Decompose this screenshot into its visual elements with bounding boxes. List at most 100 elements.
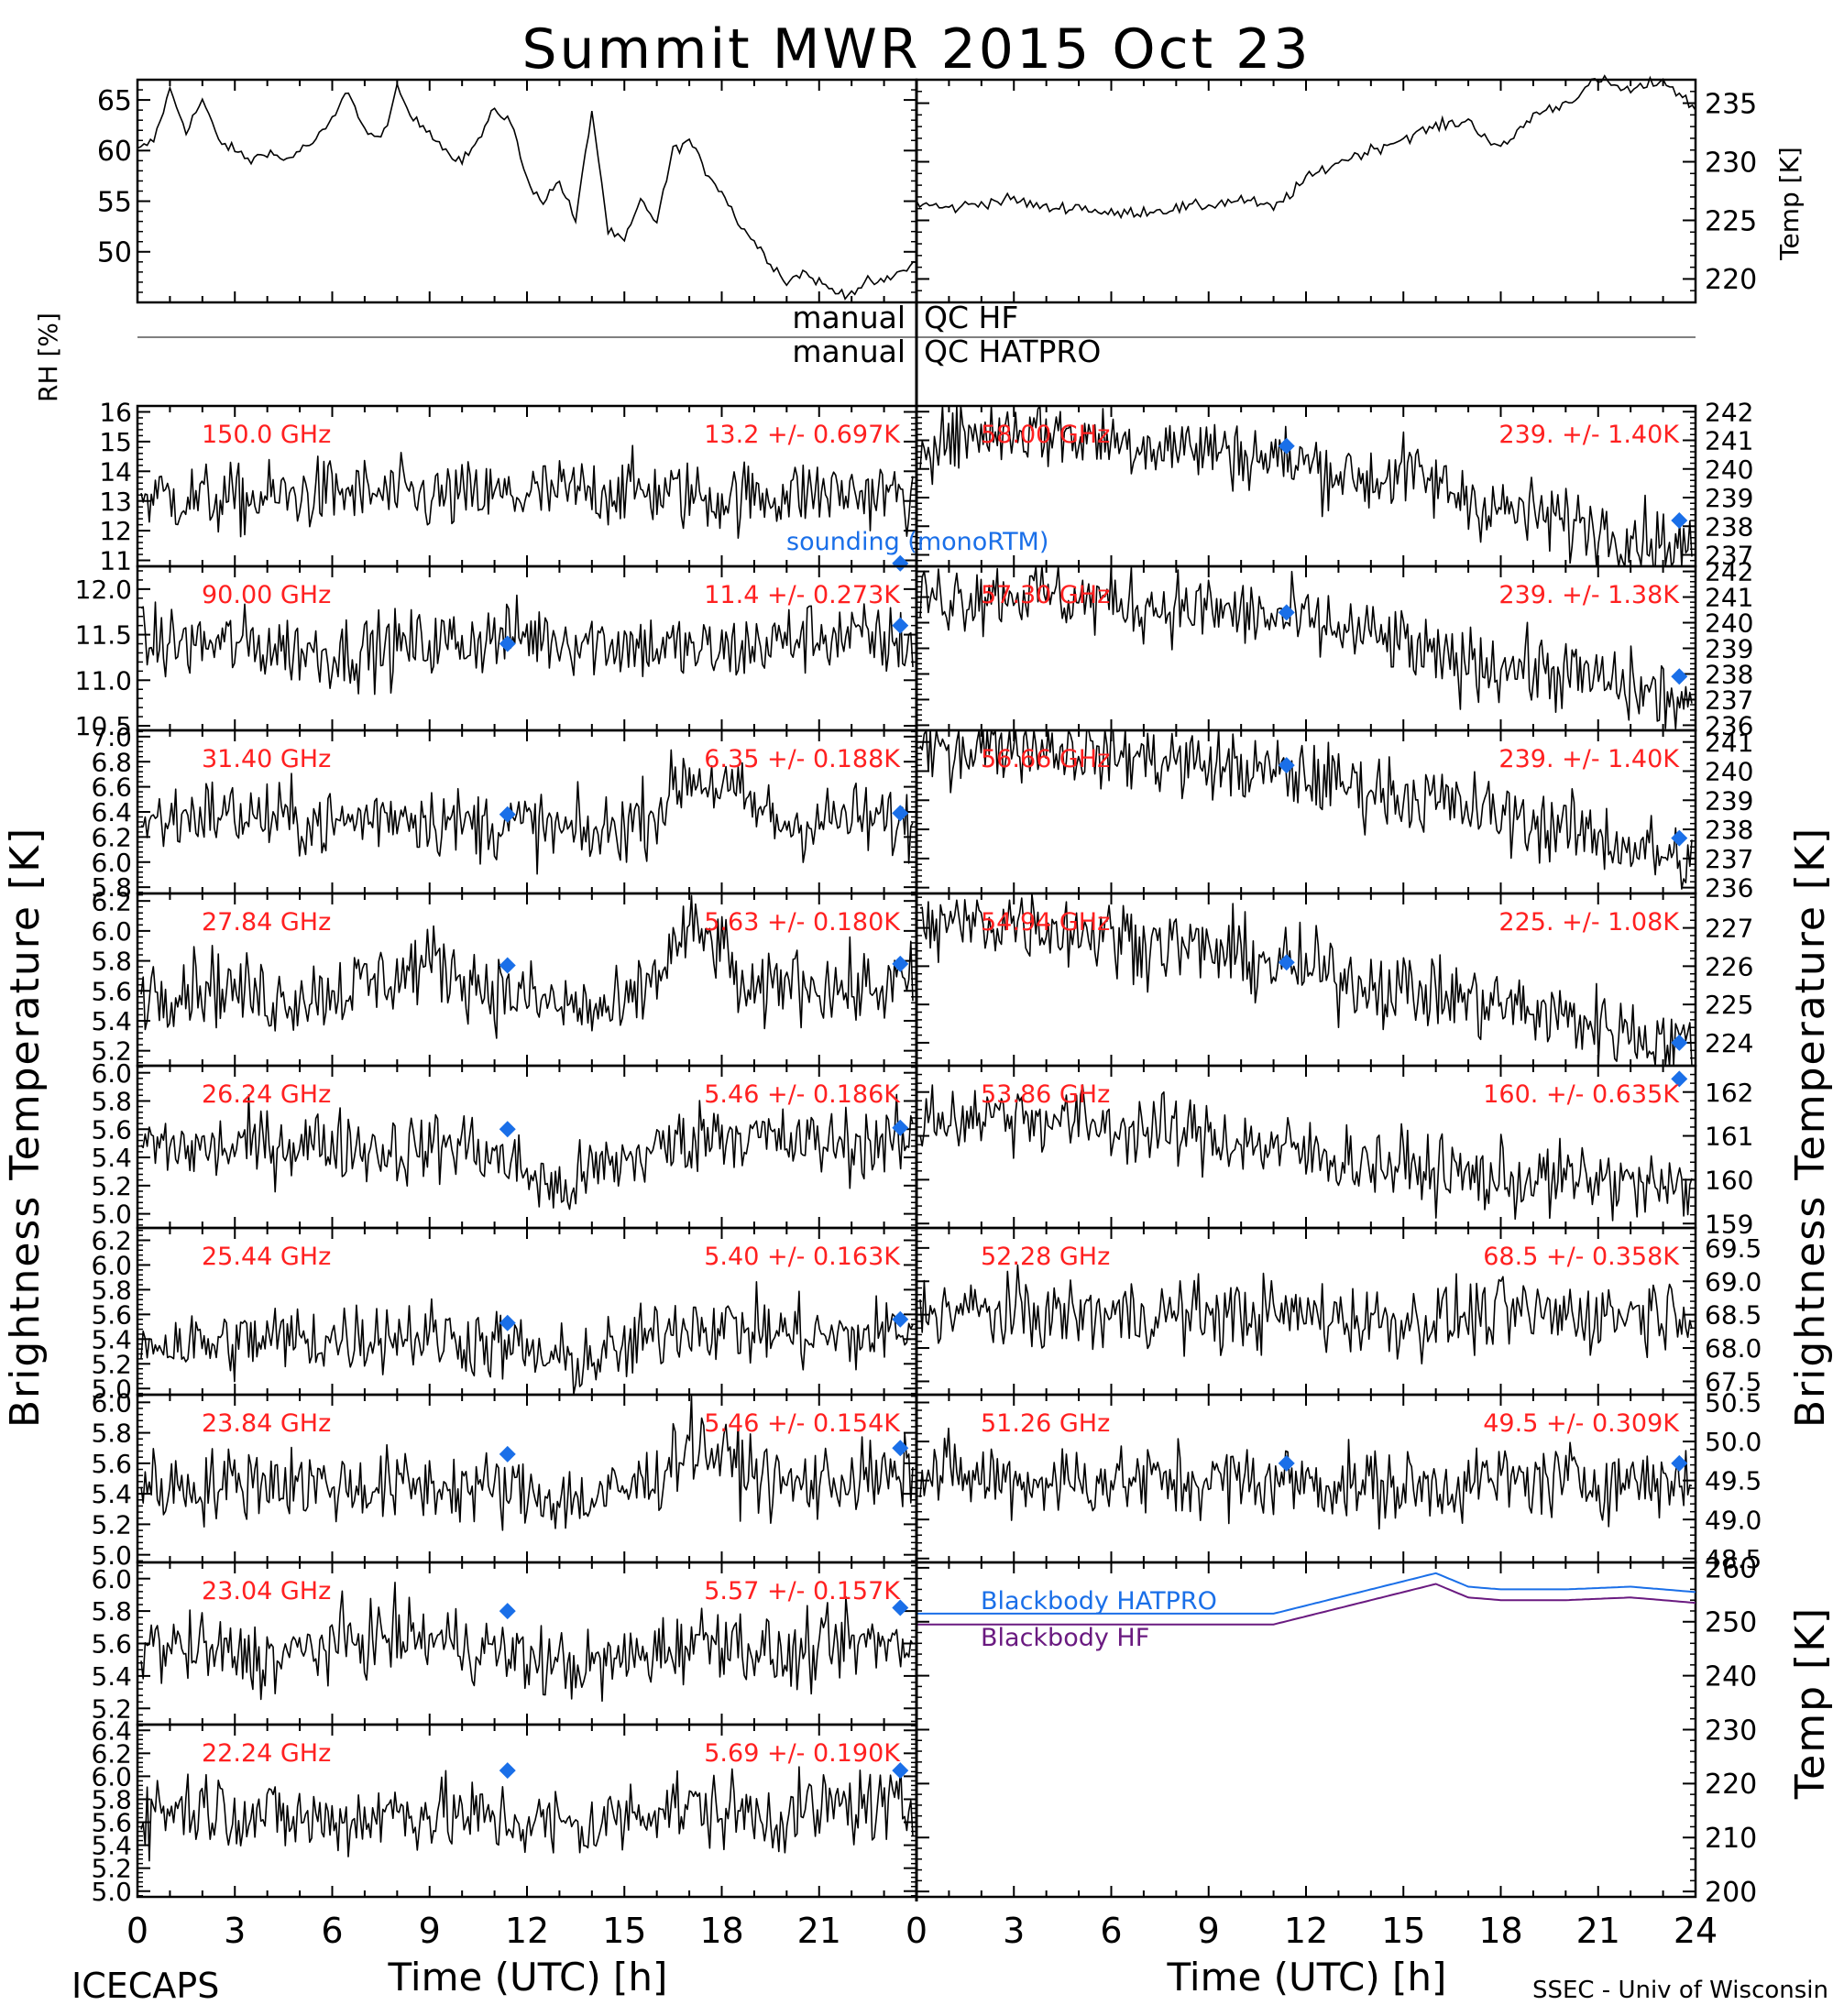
channel-label-23-04-ghz: 23.04 GHz [202,1577,331,1605]
y-tick-label: 241 [1705,728,1753,758]
sounding-marker-22-24-ghz-1 [892,1762,909,1780]
y-tick-label: 13 [99,487,132,517]
y-tick-label: 220 [1705,264,1757,296]
trace-53-86-ghz [919,1084,1693,1222]
rh-axis-label: RH [%] [33,312,63,402]
x-tick-label: 0 [126,1911,148,1951]
temp-axis-label-top: Temp [K] [1774,147,1805,261]
trace-27-84-ghz [140,894,914,1039]
y-tick-label: 6.2 [91,1226,132,1256]
sounding-marker-22-24-ghz-0 [499,1762,516,1780]
y-tick-label: 11 [99,546,132,576]
y-tick-label: 50.5 [1705,1388,1762,1419]
sounding-marker-54-94-ghz-0 [1278,954,1295,971]
y-tick-label: 11.5 [75,620,132,651]
channel-stats-90-00-ghz: 11.4 +/- 0.273K [704,581,901,609]
x-tick-label: 6 [1100,1911,1122,1951]
trace-58-00-ghz [919,405,1693,567]
sounding-marker-53-86-ghz-0 [1671,1070,1688,1088]
y-tick-label: 224 [1705,1028,1753,1058]
y-tick-label: 5.6 [91,1449,132,1479]
channel-label-26-24-ghz: 26.24 GHz [202,1080,331,1109]
channel-label-54-94-ghz: 54.94 GHz [981,908,1110,937]
channel-stats-57-30-ghz: 239. +/- 1.38K [1498,581,1680,609]
y-tick-label: 49.0 [1705,1505,1762,1535]
y-tick-label: 240 [1705,608,1753,639]
y-tick-label: 5.4 [91,1324,132,1354]
qc-hatpro-label: QC HATPRO [924,334,1101,369]
sounding-marker-56-66-ghz-1 [1671,829,1688,847]
y-tick-label: 242 [1705,557,1753,587]
channel-stats-56-66-ghz: 239. +/- 1.40K [1498,745,1680,773]
y-tick-label: 5.8 [91,947,132,977]
trace-54-94-ghz [919,893,1693,1067]
x-axis-label-left: Time (UTC) [h] [388,1955,668,2000]
trace-56-66-ghz [919,729,1693,890]
y-tick-label: 68.0 [1705,1333,1762,1364]
y-tick-label: 5.8 [91,1785,132,1815]
sounding-marker-26-24-ghz-1 [892,1119,909,1136]
y-tick-label: 5.8 [91,1419,132,1449]
sounding-marker-58-00-ghz-1 [1671,512,1688,529]
x-tick-label: 15 [1381,1911,1425,1951]
y-tick-label: 160 [1705,1165,1753,1195]
sounding-marker-90-00-ghz-0 [499,635,516,652]
y-tick-label: 159 [1705,1209,1753,1239]
x-tick-label: 18 [1478,1911,1522,1951]
y-tick-label: 5.2 [91,1171,132,1201]
x-tick-label: 9 [419,1911,441,1951]
channel-stats-150-0-ghz: 13.2 +/- 0.697K [704,421,901,449]
sounding-marker-23-04-ghz-0 [499,1603,516,1620]
channel-label-25-44-ghz: 25.44 GHz [202,1243,331,1271]
channel-stats-31-40-ghz: 6.35 +/- 0.188K [704,745,901,773]
y-tick-label: 240 [1705,757,1753,787]
x-tick-label: 3 [224,1911,246,1951]
y-tick-label: 12 [99,516,132,546]
y-tick-label: 50 [97,237,132,269]
y-tick-label: 6.2 [91,886,132,916]
channel-label-31-40-ghz: 31.40 GHz [202,745,331,773]
brightness-temperature-label-left: Brightness Temperature [K] [2,827,49,1428]
sounding-marker-56-66-ghz-0 [1278,757,1295,774]
x-tick-label: 9 [1198,1911,1220,1951]
channel-stats-54-94-ghz: 225. +/- 1.08K [1498,908,1680,937]
y-tick-label: 6.4 [91,797,132,827]
y-tick-label: 15 [99,427,132,457]
y-tick-label: 240 [1705,455,1753,485]
channel-stats-27-84-ghz: 5.63 +/- 0.180K [704,908,901,937]
channel-label-22-24-ghz: 22.24 GHz [202,1739,331,1768]
y-tick-label: 65 [97,85,132,117]
y-tick-label: 239 [1705,634,1753,664]
footer-ssec: SSEC - Univ of Wisconsin [1532,1977,1828,2004]
y-tick-label: 14 [99,456,132,487]
y-tick-label: 241 [1705,583,1753,613]
x-tick-label: 0 [906,1911,927,1951]
sounding-marker-27-84-ghz-0 [499,957,516,974]
x-tick-label: 21 [1576,1911,1620,1951]
x-tick-label: 21 [797,1911,841,1951]
x-tick-label: 12 [505,1911,549,1951]
sounding-marker-23-84-ghz-1 [892,1440,909,1457]
y-tick-label: 5.6 [91,1808,132,1838]
rh-line [137,81,917,301]
sounding-marker-51-26-ghz-1 [1671,1454,1688,1472]
x-tick-label: 12 [1284,1911,1328,1951]
y-tick-label: 5.2 [91,1509,132,1539]
y-tick-label: 6.0 [91,1564,132,1594]
sounding-marker-26-24-ghz-0 [499,1121,516,1138]
channel-label-58-00-ghz: 58.00 GHz [981,421,1110,449]
y-tick-label: 210 [1705,1823,1757,1855]
y-tick-label: 6.6 [91,772,132,803]
channel-stats-51-26-ghz: 49.5 +/- 0.309K [1483,1409,1680,1438]
y-tick-label: 162 [1705,1078,1753,1108]
channel-stats-26-24-ghz: 5.46 +/- 0.186K [704,1080,901,1109]
legend-blackbody-hatpro: Blackbody HATPRO [981,1587,1217,1616]
y-tick-label: 238 [1705,660,1753,690]
sounding-marker-27-84-ghz-1 [892,955,909,972]
channel-stats-23-84-ghz: 5.46 +/- 0.154K [704,1409,901,1438]
y-tick-label: 5.2 [91,1036,132,1067]
sounding-marker-23-04-ghz-1 [892,1599,909,1616]
y-tick-label: 6.8 [91,747,132,777]
y-tick-label: 237 [1705,685,1753,716]
y-tick-label: 69.5 [1705,1233,1762,1264]
